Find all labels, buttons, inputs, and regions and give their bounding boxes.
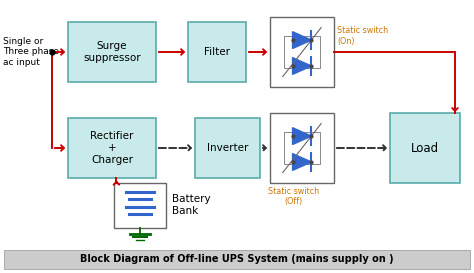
Polygon shape [292, 154, 311, 170]
Text: Surge
suppressor: Surge suppressor [83, 41, 141, 63]
Polygon shape [292, 32, 311, 49]
FancyBboxPatch shape [270, 17, 334, 87]
FancyBboxPatch shape [284, 132, 319, 164]
FancyBboxPatch shape [4, 250, 470, 269]
Text: Static switch
(Off): Static switch (Off) [268, 187, 319, 206]
FancyBboxPatch shape [195, 118, 260, 178]
Text: Single or
Three phase
ac input: Single or Three phase ac input [3, 37, 59, 67]
FancyBboxPatch shape [188, 22, 246, 82]
Text: Filter: Filter [204, 47, 230, 57]
Polygon shape [292, 128, 311, 144]
FancyBboxPatch shape [68, 118, 156, 178]
Text: Static switch
(On): Static switch (On) [337, 26, 388, 46]
FancyBboxPatch shape [284, 36, 319, 68]
FancyBboxPatch shape [270, 113, 334, 183]
Text: Battery
Bank: Battery Bank [172, 194, 210, 216]
Text: Rectifier
+
Charger: Rectifier + Charger [91, 131, 134, 165]
Text: Block Diagram of Off-line UPS System (mains supply on ): Block Diagram of Off-line UPS System (ma… [80, 254, 394, 265]
Text: Inverter: Inverter [207, 143, 248, 153]
FancyBboxPatch shape [68, 22, 156, 82]
FancyBboxPatch shape [390, 113, 460, 183]
Polygon shape [292, 58, 311, 75]
FancyBboxPatch shape [114, 182, 166, 227]
Text: Load: Load [411, 141, 439, 155]
